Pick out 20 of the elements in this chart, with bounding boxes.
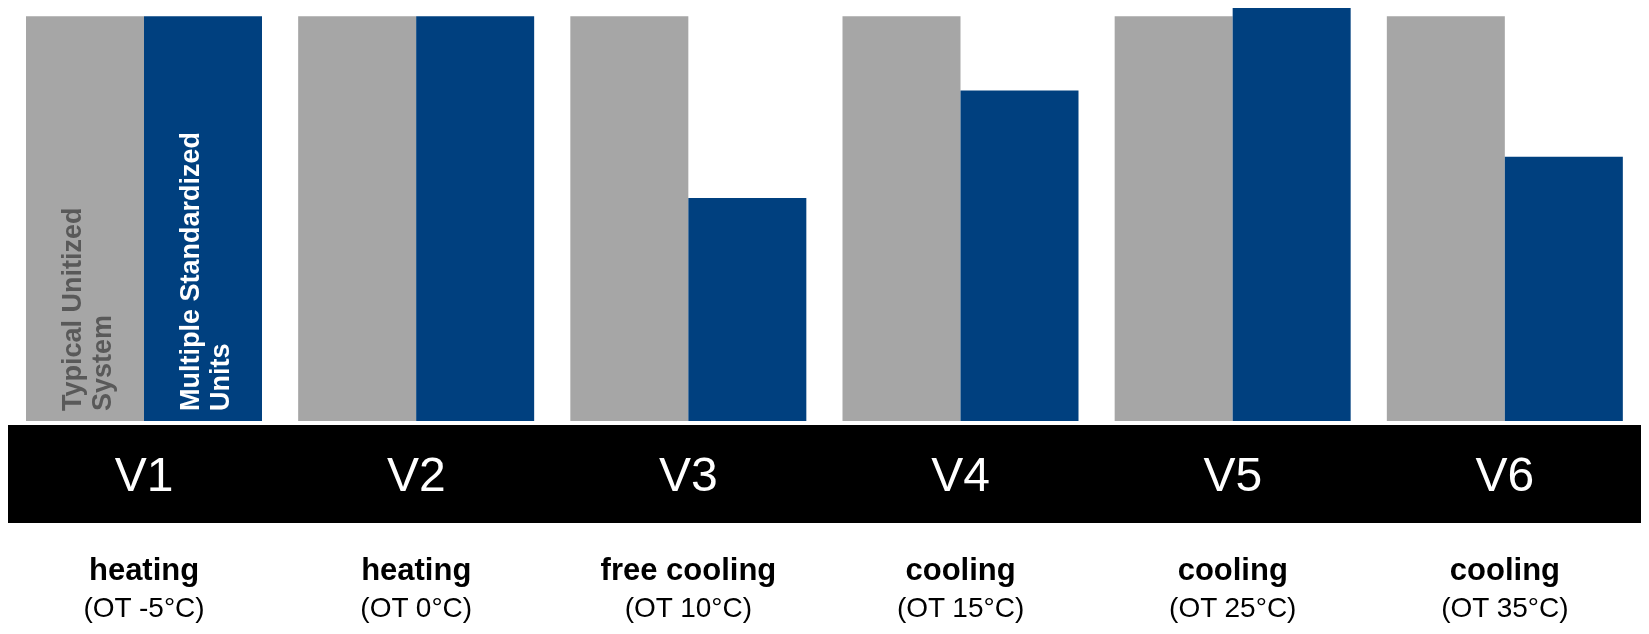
bar: [1232, 8, 1351, 421]
x-tick-label: V1 heating (OT -5°C): [83, 448, 205, 623]
bar: [960, 90, 1079, 421]
x-tick-label: V3 free cooling (OT 10°C): [600, 448, 777, 623]
bar: [298, 16, 417, 421]
bar: [416, 16, 535, 421]
bar: [1386, 16, 1505, 421]
x-tick-label: V4 cooling (OT 15°C): [896, 448, 1025, 623]
bar: [842, 16, 961, 421]
x-tick-label: V5 cooling (OT 25°C): [1169, 448, 1297, 623]
bar: [144, 16, 262, 421]
bar: [26, 16, 144, 421]
bar: [1504, 156, 1623, 421]
x-tick-label: V2 heating (OT 0°C): [360, 448, 473, 623]
bar: [1114, 16, 1233, 421]
bar: [688, 197, 807, 421]
series-label: Typical Unitized System: [57, 207, 117, 411]
series-label: Multiple Standardized Units: [175, 131, 235, 411]
x-tick-label: V6 cooling (OT 35°C): [1441, 448, 1569, 623]
bar: [570, 16, 689, 421]
